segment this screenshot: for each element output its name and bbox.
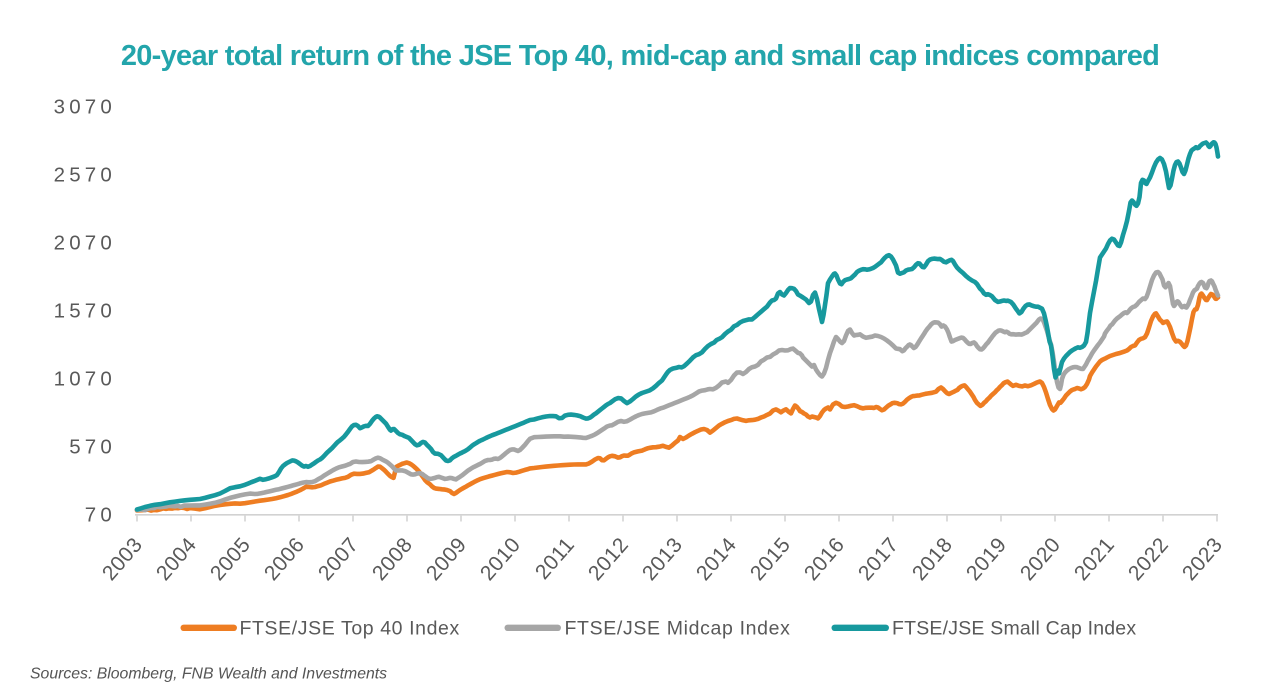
svg-text:2070: 2070 [54,232,116,255]
svg-text:2019: 2019 [962,533,1011,585]
svg-text:2012: 2012 [584,533,633,585]
svg-text:2011: 2011 [531,533,579,584]
svg-text:1570: 1570 [54,300,116,323]
svg-text:2005: 2005 [206,533,255,585]
svg-text:Sources: Bloomberg, FNB Wealth: Sources: Bloomberg, FNB Wealth and Inves… [30,666,387,683]
svg-text:2004: 2004 [152,533,201,585]
svg-text:2013: 2013 [638,533,687,585]
svg-text:2017: 2017 [854,533,903,585]
svg-text:2008: 2008 [368,533,417,585]
svg-text:570: 570 [69,436,116,459]
svg-text:2009: 2009 [422,533,471,585]
svg-text:FTSE/JSE Small Cap Index: FTSE/JSE Small Cap Index [892,618,1136,640]
svg-text:70: 70 [85,504,116,527]
svg-text:2014: 2014 [692,533,741,585]
svg-text:2021: 2021 [1070,533,1119,585]
svg-text:2018: 2018 [908,533,957,585]
svg-text:2023: 2023 [1178,533,1227,585]
svg-text:FTSE/JSE Midcap Index: FTSE/JSE Midcap Index [565,618,791,640]
svg-text:2022: 2022 [1124,533,1173,585]
svg-text:2016: 2016 [800,533,849,585]
svg-text:3070: 3070 [54,96,116,119]
svg-text:2003: 2003 [98,533,147,585]
svg-text:2020: 2020 [1016,533,1065,585]
svg-text:2570: 2570 [54,164,116,187]
svg-text:2010: 2010 [476,533,525,585]
svg-text:1070: 1070 [54,368,116,391]
svg-text:2006: 2006 [260,533,309,585]
svg-text:2015: 2015 [746,533,795,585]
svg-text:FTSE/JSE Top 40 Index: FTSE/JSE Top 40 Index [240,618,460,640]
svg-text:2007: 2007 [314,533,363,585]
